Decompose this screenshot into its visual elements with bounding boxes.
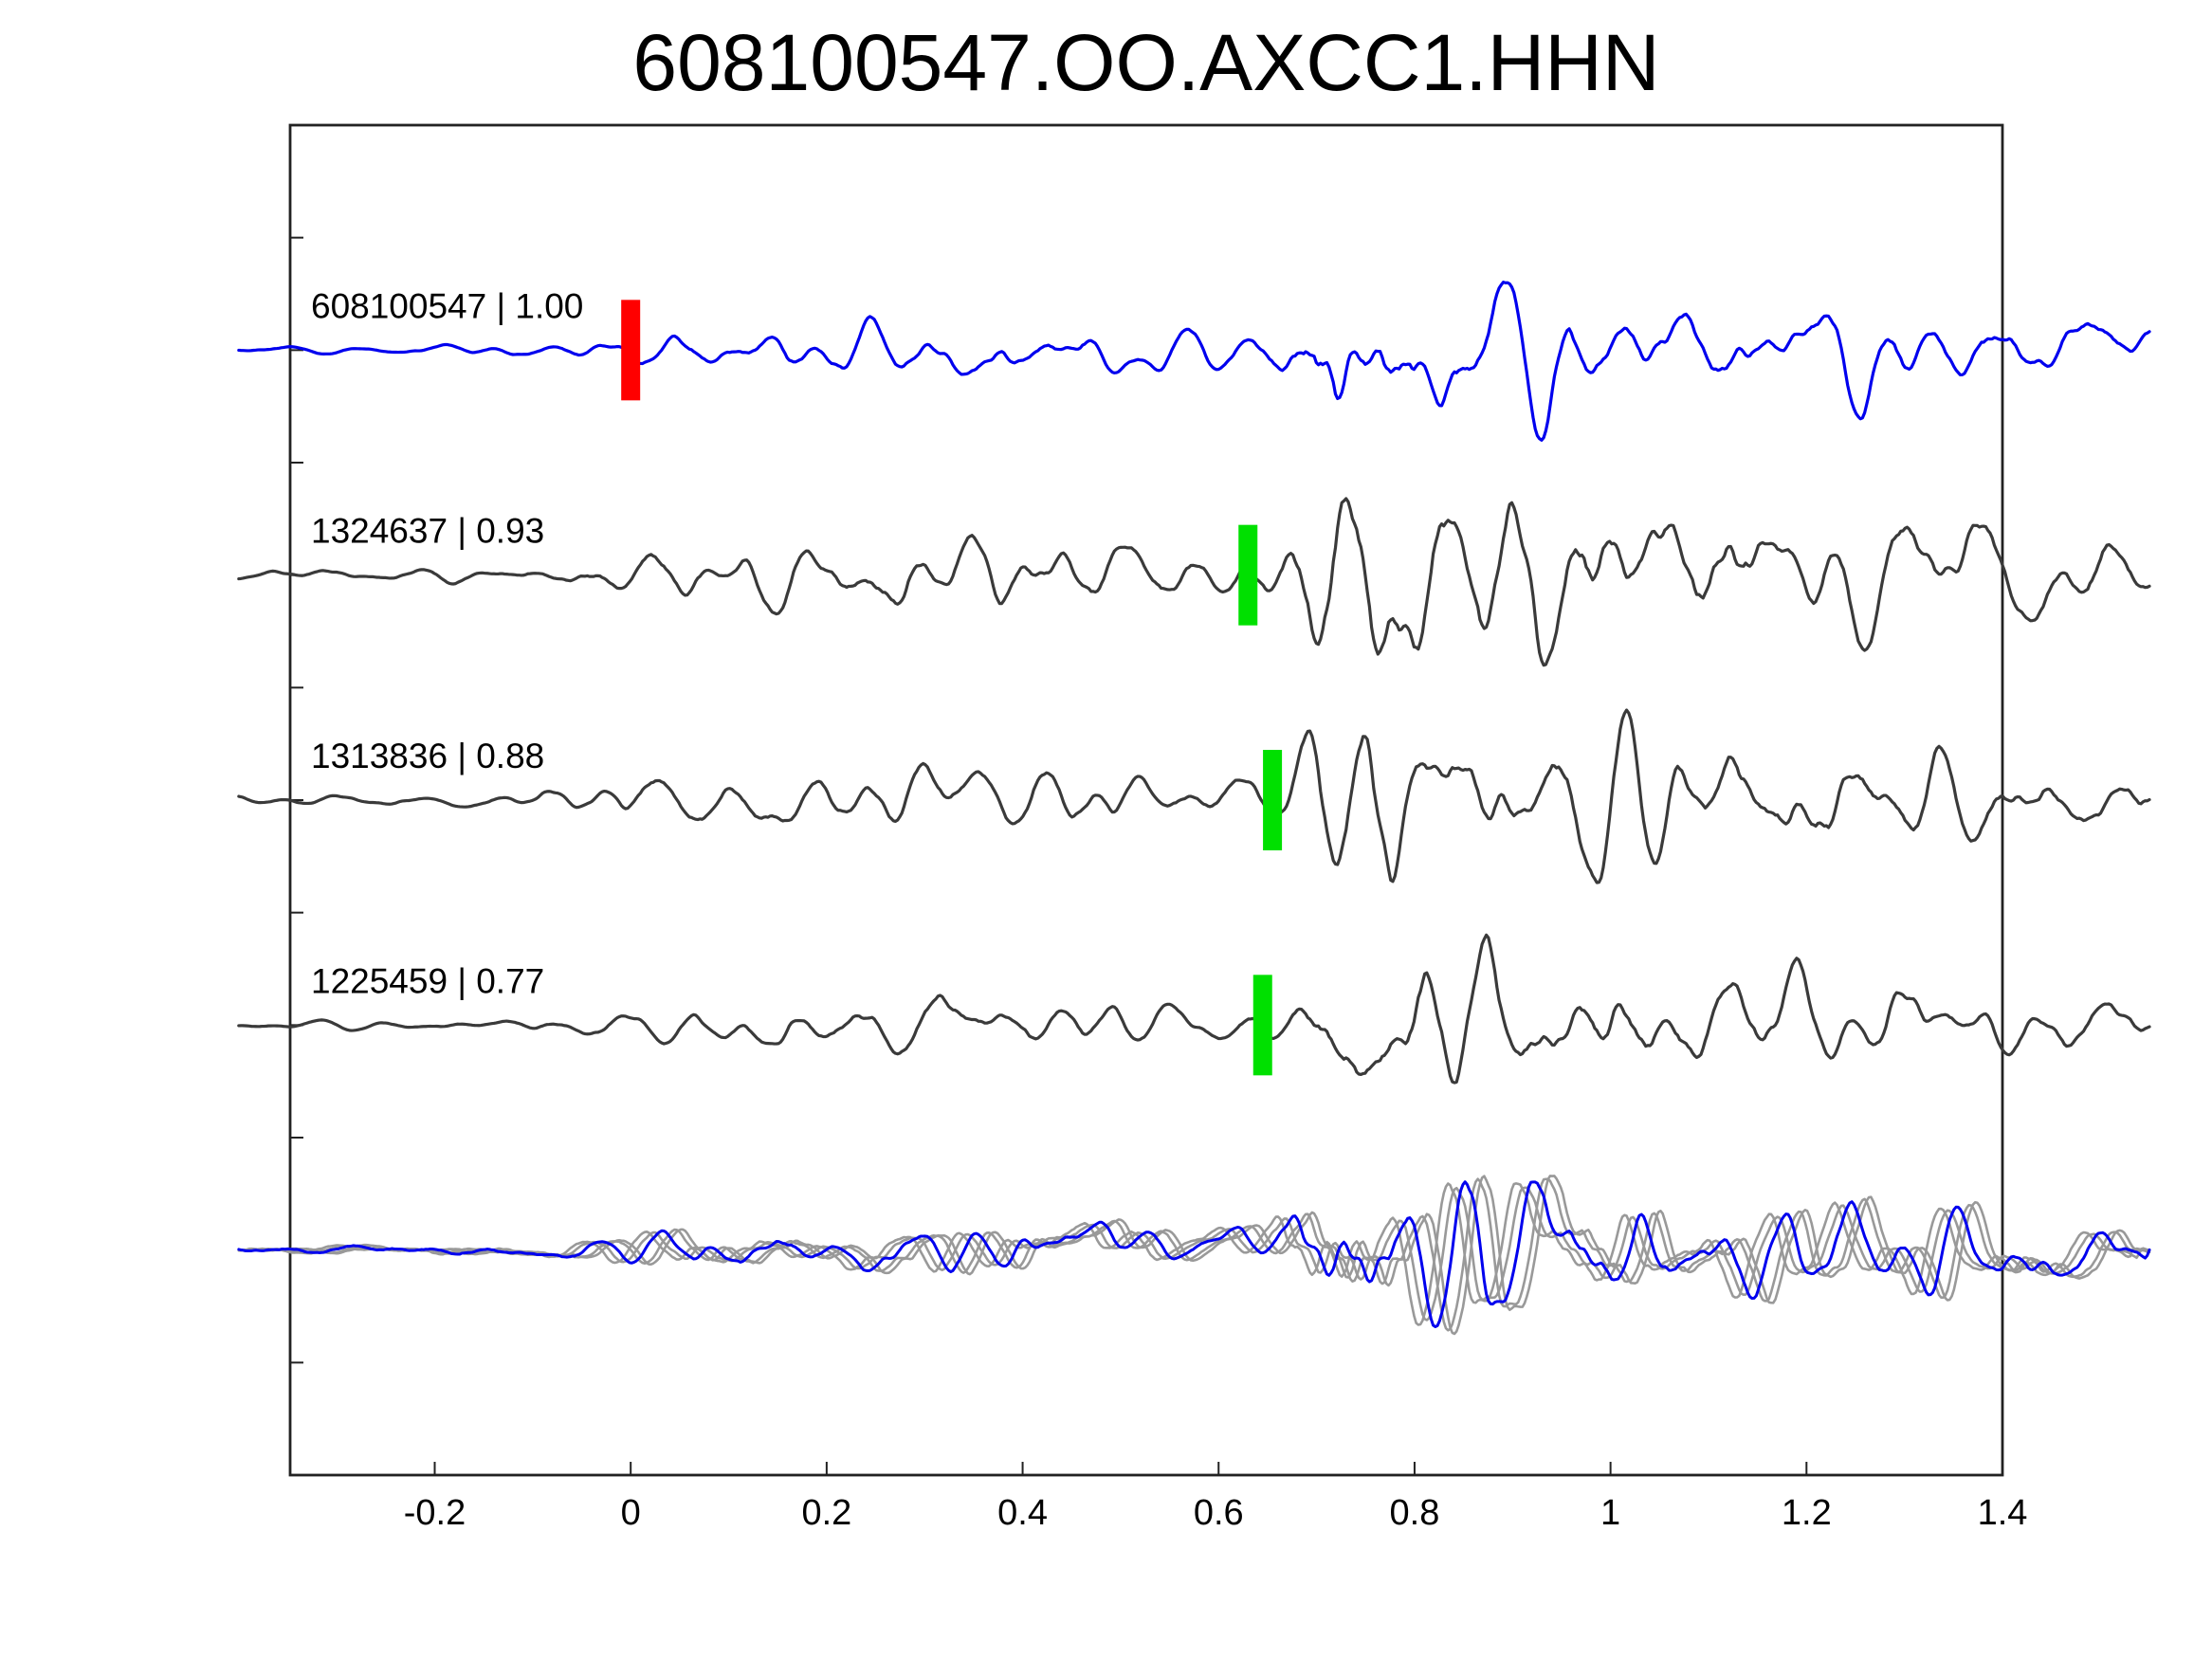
svg-text:1.4: 1.4 xyxy=(1978,1493,2028,1533)
svg-text:608100547 | 1.00: 608100547 | 1.00 xyxy=(311,286,583,325)
svg-text:1313836 | 0.88: 1313836 | 0.88 xyxy=(311,737,544,775)
svg-text:1.2: 1.2 xyxy=(1782,1493,1832,1533)
svg-text:0.4: 0.4 xyxy=(997,1493,1048,1533)
svg-text:-0.2: -0.2 xyxy=(404,1493,466,1533)
svg-text:0.8: 0.8 xyxy=(1390,1493,1440,1533)
svg-text:1324637 | 0.93: 1324637 | 0.93 xyxy=(311,512,544,551)
svg-text:1: 1 xyxy=(1600,1493,1620,1533)
svg-text:0.6: 0.6 xyxy=(1194,1493,1244,1533)
svg-text:608100547.OO.AXCC1.HHN: 608100547.OO.AXCC1.HHN xyxy=(632,18,1659,107)
svg-text:0: 0 xyxy=(621,1493,641,1533)
svg-text:0.2: 0.2 xyxy=(801,1493,851,1533)
svg-text:1225459 | 0.77: 1225459 | 0.77 xyxy=(311,961,544,1000)
